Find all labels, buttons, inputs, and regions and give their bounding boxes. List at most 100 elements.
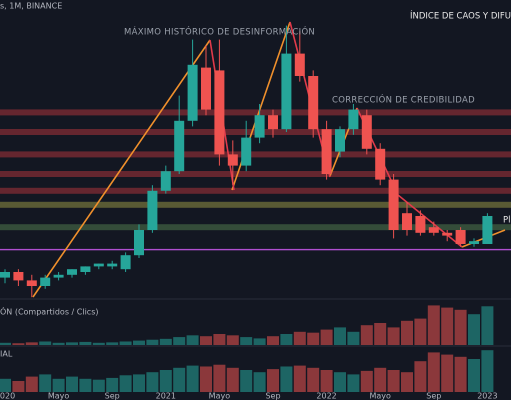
pane-bar <box>253 338 266 345</box>
pane-bar <box>159 370 172 392</box>
x-tick-label: Sep <box>265 392 280 400</box>
pane-bar <box>481 306 494 345</box>
pane-bar <box>334 372 346 392</box>
pane-bar <box>213 364 226 392</box>
candle-body <box>201 67 211 110</box>
candle-body <box>13 272 24 281</box>
pane-bar <box>66 342 78 345</box>
pane-bar <box>414 318 427 345</box>
pane-bar <box>66 376 78 392</box>
candle-body <box>335 129 345 152</box>
pane-bar <box>226 367 239 392</box>
pane-bar <box>39 341 52 345</box>
pane-bar <box>280 366 293 392</box>
pane-bar <box>468 314 480 345</box>
trend-line <box>32 39 211 298</box>
pane-bar <box>12 343 25 345</box>
candle-body <box>147 190 158 230</box>
pane-bar <box>92 379 105 392</box>
pane-bar <box>334 327 346 345</box>
level-band <box>0 171 511 177</box>
chart-title: ÍNDICE DE CAOS Y DIFUSIÓ <box>410 10 511 22</box>
candle-body <box>107 263 118 267</box>
pane-bar <box>387 370 400 392</box>
candle-body <box>80 266 91 272</box>
pane-bar <box>320 329 333 345</box>
pane-bar <box>240 370 253 392</box>
candle-body <box>227 154 238 166</box>
candle-body <box>402 213 412 230</box>
pane-bar <box>307 332 320 345</box>
pane-bar <box>240 337 253 345</box>
x-tick-label: 2021 <box>156 392 176 400</box>
pane-bar <box>293 331 306 345</box>
pane-bar <box>213 334 226 345</box>
pane-bar <box>481 350 494 392</box>
candle-body <box>67 269 77 275</box>
level-band <box>0 201 511 208</box>
pane-bar <box>226 335 239 345</box>
pane-bar <box>146 339 159 345</box>
x-tick-label: 2020 <box>0 392 15 400</box>
candle-body <box>469 241 479 244</box>
candle-body <box>281 53 292 130</box>
pane-bar <box>454 356 467 392</box>
pane-bar <box>414 361 427 392</box>
pane-bar <box>401 320 413 345</box>
candle-body <box>120 255 131 270</box>
candle-body <box>361 115 372 149</box>
candle-body <box>308 76 319 130</box>
x-tick-label: Mayo <box>369 392 391 400</box>
pane-bar <box>92 342 105 345</box>
candle-body <box>294 53 305 76</box>
pane-bar <box>360 325 373 345</box>
pane-bar <box>173 367 186 392</box>
candle-body <box>214 70 225 155</box>
candle-body <box>455 230 466 244</box>
candle-body <box>26 280 37 286</box>
pane-bar <box>293 365 306 392</box>
pane-bar <box>106 377 119 392</box>
candle-body <box>428 227 439 233</box>
pane-bar <box>173 337 186 345</box>
level-band <box>0 187 511 194</box>
pane-bar <box>39 374 52 392</box>
x-tick-label: 2022 <box>316 392 336 400</box>
pane-bar <box>159 338 172 345</box>
candle-body <box>388 179 399 230</box>
pane-bar <box>25 342 38 345</box>
level-band <box>0 151 511 158</box>
pane-bar <box>360 370 373 392</box>
pane-bar <box>387 327 400 345</box>
pane-bar <box>468 359 480 392</box>
candle-body <box>321 129 332 174</box>
candle-body <box>53 274 64 278</box>
pane-bar <box>186 335 199 345</box>
pane-bar <box>454 309 467 345</box>
pane-bar <box>0 378 11 392</box>
pane-bar <box>12 381 25 392</box>
pane-bar <box>79 378 92 392</box>
pane-bar <box>267 336 279 345</box>
x-tick-label: Mayo <box>209 392 231 400</box>
pane-bar <box>280 334 293 345</box>
pane-bar <box>79 341 92 345</box>
pane-bar <box>441 307 454 345</box>
pane-bar <box>200 366 212 392</box>
level-band <box>0 224 511 231</box>
pane-bar <box>307 367 320 392</box>
x-tick-label: 2023 <box>477 392 497 400</box>
x-tick-label: Sep <box>105 392 120 400</box>
symbol: s, 1M, BINANCE <box>0 2 62 11</box>
candle-body <box>375 148 386 180</box>
x-tick-label: Mayo <box>48 392 70 400</box>
pane-bar <box>427 352 440 392</box>
candle-body <box>442 232 453 236</box>
pane-bar <box>186 365 199 392</box>
pane-bar <box>52 378 65 392</box>
candle-body <box>482 216 493 244</box>
candle-body <box>348 109 359 130</box>
candle-body <box>254 115 265 138</box>
pane-bar <box>133 374 145 392</box>
